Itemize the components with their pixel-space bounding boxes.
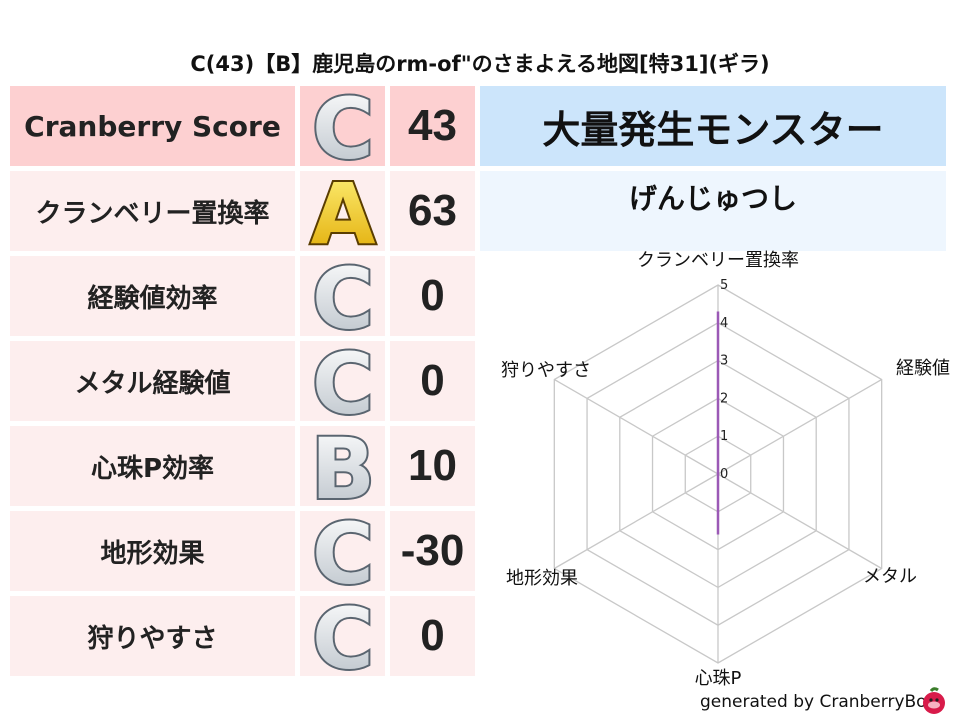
grade-c-icon: C xyxy=(310,596,376,676)
tick-label: 0 xyxy=(720,467,728,482)
row-label: 心珠P効率 xyxy=(10,426,295,506)
grade-letter: C xyxy=(312,511,374,591)
axis-label: 地形効果 xyxy=(506,568,578,589)
tick-label: 4 xyxy=(720,316,728,331)
grade-letter: B xyxy=(310,426,374,506)
axis-label: 心珠P xyxy=(695,668,742,689)
grid-spoke xyxy=(717,473,883,570)
row-label: メタル経験値 xyxy=(10,341,295,421)
row-value: 43 xyxy=(390,86,475,166)
grade-badge: C xyxy=(300,86,385,166)
grid-spoke xyxy=(717,378,883,475)
tick-label: 3 xyxy=(720,354,728,369)
row-value: 0 xyxy=(390,596,475,676)
grade-badge: C xyxy=(300,596,385,676)
axis-label: メタル xyxy=(863,566,917,587)
row-value: 63 xyxy=(390,171,475,251)
row-label: クランベリー置換率 xyxy=(10,171,295,251)
tick-label: 5 xyxy=(720,278,728,293)
footer-credit: generated by CranberryBot xyxy=(700,692,933,712)
row-value: 0 xyxy=(390,341,475,421)
grade-badge: C xyxy=(300,256,385,336)
cranberry-bot-icon xyxy=(923,687,945,714)
row-value: 10 xyxy=(390,426,475,506)
tick-label: 1 xyxy=(720,429,728,444)
grade-badge: B xyxy=(300,426,385,506)
axis-label: 狩りやすさ xyxy=(501,360,591,381)
grade-c-icon: C xyxy=(310,256,376,336)
grade-badge: A xyxy=(300,171,385,251)
row-label: 経験値効率 xyxy=(10,256,295,336)
axis-label: クランベリー置換率 xyxy=(637,250,799,271)
row-label: 地形効果 xyxy=(10,511,295,591)
grid-ring xyxy=(684,435,752,513)
row-value: 0 xyxy=(390,256,475,336)
grid-ring xyxy=(651,397,785,551)
grade-letter: C xyxy=(312,86,374,166)
footer-text: generated by CranberryBot xyxy=(700,692,934,712)
grade-badge: C xyxy=(300,511,385,591)
grade-c-icon: C xyxy=(310,341,376,421)
grid-ring xyxy=(586,322,850,626)
page-title: C(43)【B】鹿児島のrm-of"のさまよえる地図[特31](ギラ) xyxy=(190,52,770,76)
monster-header: 大量発生モンスター xyxy=(480,86,946,166)
grade-b-icon: B xyxy=(308,426,376,506)
grade-c-icon: C xyxy=(310,86,376,166)
grid-ring xyxy=(553,284,883,664)
grade-a-icon: A xyxy=(308,171,377,251)
grade-letter: C xyxy=(312,256,374,336)
monster-name: げんじゅつし xyxy=(480,171,946,251)
grade-letter: A xyxy=(310,171,375,251)
grid-ring xyxy=(619,359,817,589)
grade-letter: C xyxy=(312,341,374,421)
axis-label: 経験値 xyxy=(896,358,950,379)
grid-spoke xyxy=(553,378,719,475)
grade-c-icon: C xyxy=(310,511,376,591)
row-label: Cranberry Score xyxy=(10,86,295,166)
grid-spoke xyxy=(553,473,719,570)
grade-letter: C xyxy=(312,596,374,676)
tick-label: 2 xyxy=(720,391,728,406)
row-label: 狩りやすさ xyxy=(10,596,295,676)
row-value: -30 xyxy=(390,511,475,591)
grade-badge: C xyxy=(300,341,385,421)
